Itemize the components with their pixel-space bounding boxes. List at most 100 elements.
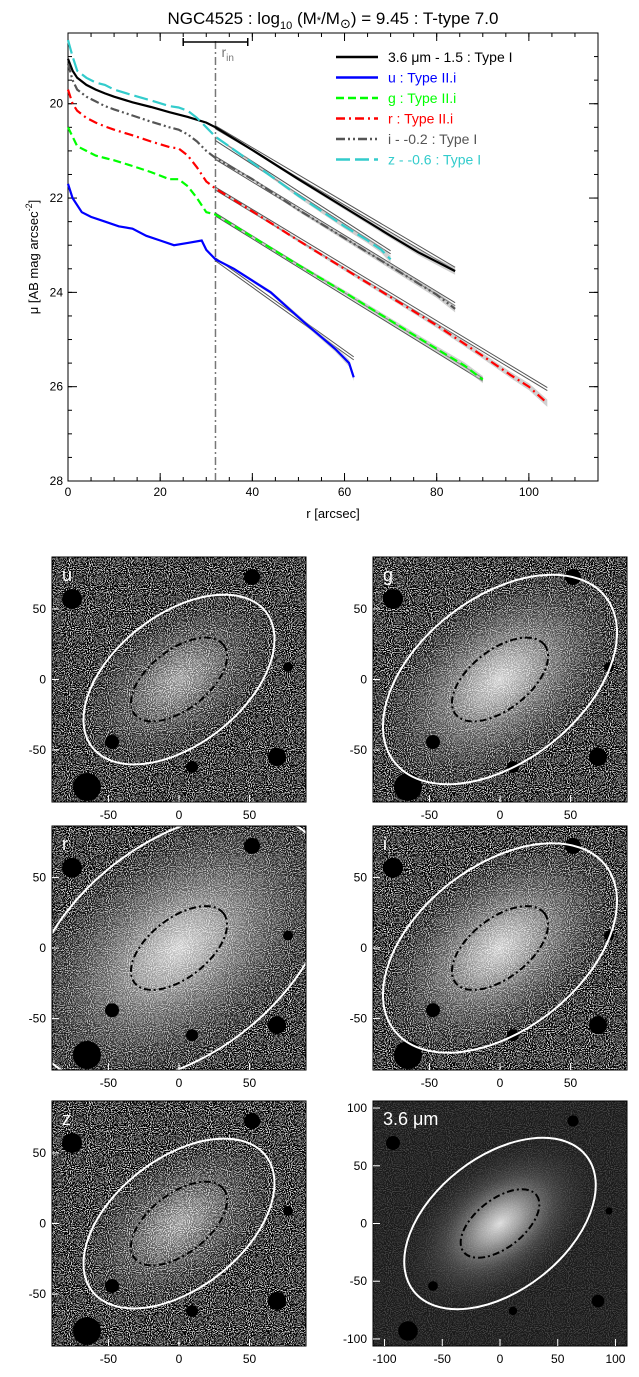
image-panels: u -50 0 50 50 0 -50 g -50 0 50 50 0 -50 r -50 0 50 50 0 -50 i… [29, 556, 628, 1366]
x-tick-label: 0 [65, 485, 72, 499]
panel-x-tick-label: 50 [243, 808, 257, 822]
panel-x-tick-label: -50 [421, 1076, 439, 1090]
plot-frame [67, 32, 599, 482]
masked-source [62, 857, 82, 878]
masked-source [268, 1016, 286, 1035]
panel-x-tick-label: 0 [497, 1352, 504, 1366]
y-tick-label: 22 [50, 191, 64, 205]
profile-line [66, 39, 392, 261]
masked-source [591, 1294, 605, 1308]
masked-source [589, 1016, 607, 1035]
legend-entry: 3.6 μm - 1.5 : Type I [388, 49, 513, 65]
panel-y-tick-label: 0 [39, 673, 46, 687]
panel-image [373, 557, 627, 802]
outer-isophote-ellipse [82, 1137, 276, 1310]
panel-x-tick-label: 50 [551, 1352, 565, 1366]
panel-y-tick-label: 0 [39, 941, 46, 955]
panel-y-tick-label: 0 [39, 1217, 46, 1231]
inner-break-ellipse [129, 1180, 229, 1267]
masked-source [244, 1113, 260, 1129]
outer-isophote-ellipse [82, 593, 276, 766]
masked-source [73, 773, 101, 801]
legend-entry: u : Type II.i [388, 70, 456, 86]
panel-x-tick-label: 50 [243, 1076, 257, 1090]
image-panel: r -50 0 50 50 0 -50 [29, 825, 307, 1090]
masked-source [394, 1041, 422, 1070]
panel-y-tick-label: 50 [354, 870, 368, 884]
fit-line [215, 186, 548, 388]
masked-source [62, 1133, 82, 1153]
masked-source [73, 1317, 101, 1345]
masked-source [62, 589, 82, 609]
masked-source [428, 1281, 438, 1291]
x-tick-label: 20 [153, 485, 167, 499]
panel-y-tick-label: 50 [33, 1146, 47, 1160]
masked-source [394, 773, 422, 801]
inner-break-ellipse [129, 905, 229, 991]
panel-y-tick-label: -50 [29, 743, 47, 757]
panel-x-tick-label: 0 [176, 1352, 183, 1366]
panel-label: g [383, 565, 393, 585]
x-tick-label: 60 [338, 485, 352, 499]
panel-x-tick-label: -50 [100, 1076, 118, 1090]
masked-source [186, 761, 198, 773]
panel-x-tick-label: 0 [497, 808, 504, 822]
panel-y-tick-label: 0 [360, 673, 367, 687]
fit-line [215, 257, 355, 358]
masked-source [589, 748, 607, 766]
masked-source [426, 1003, 440, 1018]
y-axis-label: μ [AB mag arcsec-2] [24, 200, 41, 315]
panel-label: z [62, 1109, 71, 1129]
panel-y-tick-label: 50 [33, 602, 47, 616]
panel-x-tick-label: -50 [421, 808, 439, 822]
panel-x-tick-label: -50 [100, 808, 118, 822]
legend-entry: r : Type II.i [388, 111, 453, 127]
panel-y-tick-label: -50 [350, 1012, 368, 1026]
panel-x-tick-label: 50 [243, 1352, 257, 1366]
masked-source [426, 735, 440, 749]
masked-source [268, 1292, 286, 1310]
inner-break-ellipse [450, 905, 550, 991]
masked-source [268, 748, 286, 766]
y-tick-label: 26 [50, 380, 64, 394]
profile-line [66, 63, 456, 310]
panel-y-tick-label: 50 [354, 1159, 368, 1173]
panel-x-tick-label: 100 [605, 1352, 625, 1366]
r-in-label: rin [221, 44, 233, 64]
galaxy-light [78, 590, 280, 769]
panel-y-tick-label: -100 [343, 1332, 367, 1346]
panel-label: i [383, 834, 387, 854]
profile-line [66, 58, 456, 273]
panel-label: r [62, 834, 68, 854]
x-tick-label: 40 [246, 485, 260, 499]
panel-x-tick-label: -50 [434, 1352, 452, 1366]
panel-x-tick-label: -100 [373, 1352, 397, 1366]
masked-source [105, 1003, 119, 1018]
masked-source [383, 857, 403, 878]
y-tick-label: 20 [50, 97, 64, 111]
panel-label: u [62, 565, 72, 585]
panel-image [373, 1101, 627, 1346]
legend-entry: i - -0.2 : Type I [388, 131, 477, 147]
masked-source [383, 589, 403, 609]
panel-image [52, 826, 306, 1070]
panel-image [373, 826, 627, 1070]
error-band [215, 213, 483, 384]
panel-y-tick-label: 0 [360, 941, 367, 955]
panel-x-tick-label: -50 [100, 1352, 118, 1366]
profile-line [66, 89, 549, 405]
error-band [215, 187, 548, 407]
y-tick-label: 28 [50, 474, 64, 488]
image-panel: u -50 0 50 50 0 -50 [29, 556, 307, 822]
chart-title: NGC4525 : log10 (M*/M⊙) = 9.45 : T-type … [168, 9, 499, 32]
panel-label: 3.6 μm [383, 1109, 438, 1129]
inner-break-ellipse [450, 636, 550, 723]
x-axis: 0 20 40 60 80 100 [65, 33, 599, 499]
legend-entry: z - -0.6 : Type I [388, 152, 481, 168]
outer-isophote-ellipse [52, 826, 306, 1070]
outer-isophote-ellipse [381, 842, 619, 1054]
galaxy-light [78, 1134, 280, 1313]
error-band [215, 258, 354, 381]
panel-y-tick-label: -50 [350, 743, 368, 757]
